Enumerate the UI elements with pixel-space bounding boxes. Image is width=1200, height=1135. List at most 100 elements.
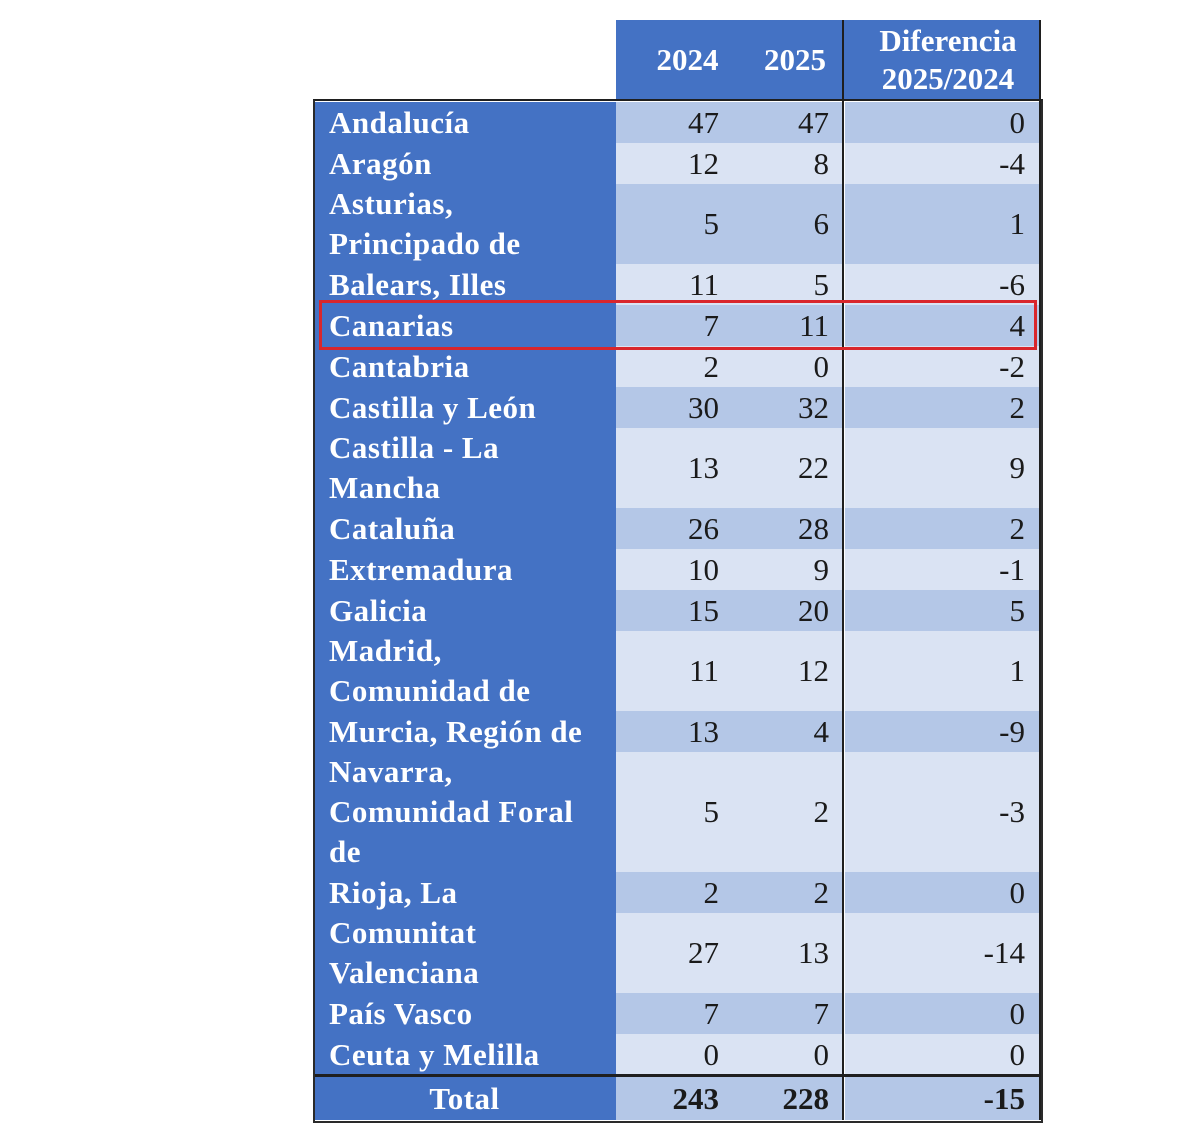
region-name-line: Andalucía [329, 104, 470, 140]
region-name-line: Comunidad Foral [329, 794, 574, 829]
region-name-text: Aragón [329, 144, 432, 184]
region-name-line: de [329, 834, 361, 869]
table-row: Cantabria 2 0 -2 [313, 346, 1041, 387]
value-difference: 0 [845, 1034, 1041, 1075]
region-name: Madrid, Comunidad de [313, 631, 616, 711]
value-difference: -6 [845, 264, 1041, 305]
total-label: Total [313, 1077, 616, 1120]
region-name-text: Ceuta y Melilla [329, 1035, 540, 1075]
region-name-text: Madrid, Comunidad de [329, 631, 531, 711]
value-2025: 22 [733, 428, 843, 508]
table-row: Andalucía 47 47 0 [313, 102, 1041, 143]
region-name: Castilla y León [313, 387, 616, 428]
region-name-line: Galicia [329, 592, 428, 628]
value-2024: 11 [616, 631, 733, 711]
value-difference: 0 [845, 102, 1041, 143]
value-2024: 0 [616, 1034, 733, 1075]
region-name: Rioja, La [313, 872, 616, 913]
region-name: Canarias [313, 305, 616, 346]
region-name-text: Cataluña [329, 509, 455, 549]
value-2024: 5 [616, 184, 733, 264]
value-2025: 0 [733, 1034, 843, 1075]
column-header-2025: 2025 [764, 42, 826, 77]
value-2024: 5 [616, 752, 733, 872]
region-name-line: Comunitat [329, 915, 477, 950]
region-name-line: Cantabria [329, 348, 470, 384]
value-difference: 1 [845, 184, 1041, 264]
region-name-text: Extremadura [329, 550, 513, 590]
table-right-border [1039, 20, 1041, 1120]
region-name-line: Valenciana [329, 955, 480, 990]
value-difference: 2 [845, 508, 1041, 549]
region-name: Cantabria [313, 346, 616, 387]
value-2024: 13 [616, 711, 733, 752]
value-difference: 0 [845, 872, 1041, 913]
value-difference: 1 [845, 631, 1041, 711]
region-name-text: País Vasco [329, 994, 473, 1034]
value-2024: 47 [616, 102, 733, 143]
value-2024: 15 [616, 590, 733, 631]
region-name-line: Mancha [329, 470, 441, 505]
value-2025: 0 [733, 346, 843, 387]
region-name: Comunitat Valenciana [313, 913, 616, 993]
column-divider [842, 20, 844, 1120]
value-2025: 2 [733, 752, 843, 872]
value-2025: 8 [733, 143, 843, 184]
value-2025: 5 [733, 264, 843, 305]
region-name-text: Andalucía [329, 103, 470, 143]
value-difference: -1 [845, 549, 1041, 590]
total-row: Total 243 228 -15 [313, 1074, 1041, 1120]
region-name-text: Cantabria [329, 347, 470, 387]
region-name-text: Rioja, La [329, 873, 458, 913]
table-row: Murcia, Región de 13 4 -9 [313, 711, 1041, 752]
table-row: Balears, Illes 11 5 -6 [313, 264, 1041, 305]
value-2025: 9 [733, 549, 843, 590]
region-name-text: Asturias, Principado de [329, 184, 521, 264]
value-2025: 28 [733, 508, 843, 549]
value-2024: 7 [616, 993, 733, 1034]
total-2025: 228 [733, 1077, 843, 1120]
total-difference: -15 [845, 1077, 1041, 1120]
region-name-line: Principado de [329, 226, 521, 261]
value-2025: 2 [733, 872, 843, 913]
region-name-line: Murcia, Región de [329, 713, 583, 749]
table-row: Extremadura 10 9 -1 [313, 549, 1041, 590]
value-difference: 0 [845, 993, 1041, 1034]
region-name-text: Balears, Illes [329, 265, 507, 305]
column-header-difference: Diferencia 2025/2024 [848, 22, 1048, 98]
value-2024: 12 [616, 143, 733, 184]
value-difference: -9 [845, 711, 1041, 752]
value-2025: 11 [733, 305, 843, 346]
table-header [616, 20, 1041, 100]
value-difference: 9 [845, 428, 1041, 508]
region-name-line: Comunidad de [329, 673, 531, 708]
region-name: Aragón [313, 143, 616, 184]
table-row: Madrid, Comunidad de 11 12 1 [313, 631, 1041, 711]
value-2025: 13 [733, 913, 843, 993]
region-name-text: Navarra, Comunidad Foral de [329, 752, 573, 872]
value-2024: 2 [616, 346, 733, 387]
region-name-line: Balears, Illes [329, 266, 507, 302]
table-row: Ceuta y Melilla 0 0 0 [313, 1034, 1041, 1075]
table-row: Aragón 12 8 -4 [313, 143, 1041, 184]
value-2025: 7 [733, 993, 843, 1034]
region-name-line: País Vasco [329, 995, 473, 1031]
value-2024: 13 [616, 428, 733, 508]
table-row: Canarias 7 11 4 [313, 305, 1041, 346]
region-name-line: Castilla - La [329, 430, 500, 465]
region-name-text: Comunitat Valenciana [329, 913, 479, 993]
region-name: Murcia, Región de [313, 711, 616, 752]
value-2025: 20 [733, 590, 843, 631]
value-2024: 2 [616, 872, 733, 913]
value-2025: 6 [733, 184, 843, 264]
value-difference: 4 [845, 305, 1041, 346]
region-name-line: Castilla y León [329, 389, 537, 425]
table-row: Castilla - La Mancha 13 22 9 [313, 428, 1041, 508]
column-header-2024: 2024 [656, 42, 719, 77]
region-name-line: Madrid, [329, 633, 442, 668]
table-row: Rioja, La 2 2 0 [313, 872, 1041, 913]
region-name-text: Castilla - La Mancha [329, 428, 499, 508]
value-2025: 12 [733, 631, 843, 711]
table-row: Asturias, Principado de 5 6 1 [313, 184, 1041, 264]
